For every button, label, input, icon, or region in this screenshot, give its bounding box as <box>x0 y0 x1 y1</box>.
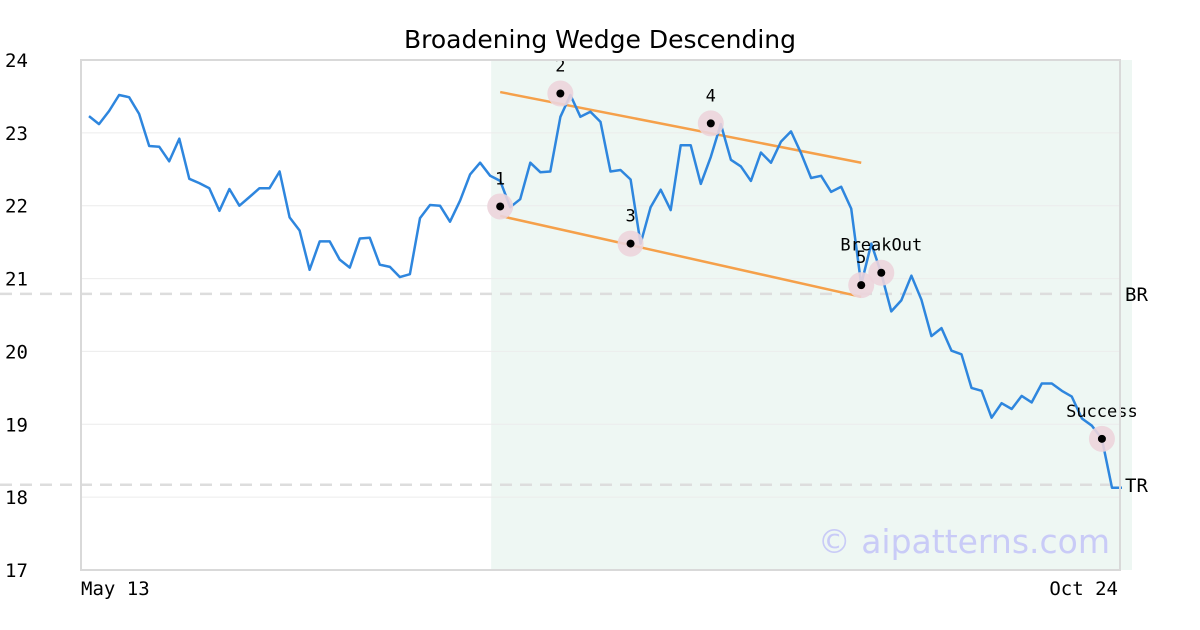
marker-point <box>706 119 715 128</box>
y-tick-label: 22 <box>5 196 28 218</box>
marker-point <box>857 281 866 290</box>
marker-label-1: 1 <box>495 169 505 189</box>
level-label-br: BR <box>1125 284 1148 306</box>
marker-point <box>1097 434 1106 443</box>
level-label-tr: TR <box>1125 475 1148 497</box>
marker-label-4: 4 <box>706 86 716 106</box>
y-tick-label: 18 <box>5 487 28 509</box>
y-tick-label: 19 <box>5 414 28 436</box>
marker-point <box>496 202 505 211</box>
marker-point <box>556 89 565 98</box>
marker-point <box>877 268 886 277</box>
marker-point <box>626 239 635 248</box>
plot-frame <box>80 59 1121 571</box>
y-tick-label: 23 <box>5 123 28 145</box>
marker-label-5: 5 <box>856 248 866 268</box>
y-tick-label: 24 <box>5 50 28 72</box>
trendline <box>499 214 862 299</box>
watermark-text: © aipatterns.com <box>818 522 1110 561</box>
marker-label-breakout: BreakOut <box>840 236 922 256</box>
marker-label-3: 3 <box>625 207 635 227</box>
y-tick-label: 20 <box>5 341 28 363</box>
y-tick-label: 17 <box>5 560 28 582</box>
y-tick-label: 21 <box>5 269 28 291</box>
x-axis-end-label: Oct 24 <box>1049 578 1118 600</box>
marker-label-2: 2 <box>555 57 565 77</box>
chart-title: Broadening Wedge Descending <box>404 25 796 54</box>
pattern-region <box>491 60 1132 570</box>
price-line <box>88 93 1122 489</box>
x-axis-start-label: May 13 <box>81 578 150 600</box>
marker-label-success: Success <box>1066 402 1138 422</box>
